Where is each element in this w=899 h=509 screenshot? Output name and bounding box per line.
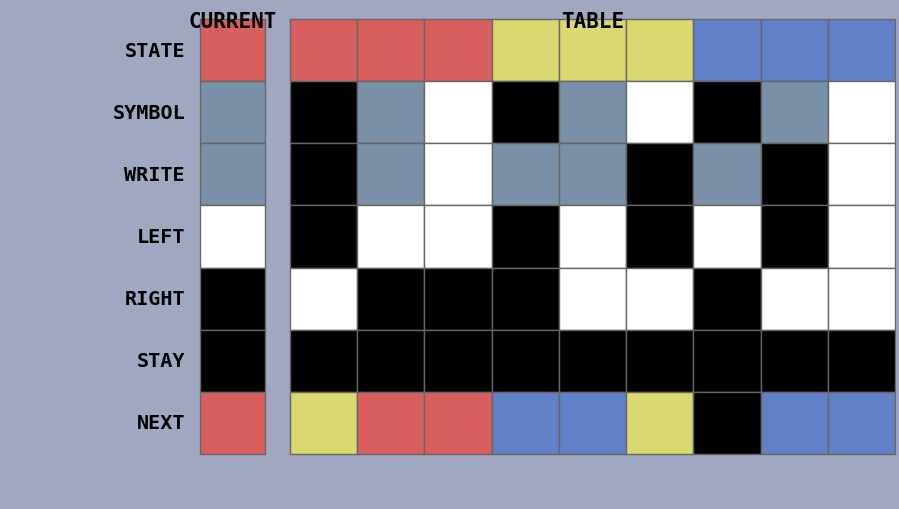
Bar — [828, 82, 895, 144]
Bar — [424, 144, 492, 206]
Bar — [626, 144, 693, 206]
Text: RIGHT: RIGHT — [124, 290, 185, 308]
Bar — [828, 144, 895, 206]
Bar — [492, 82, 559, 144]
Bar — [693, 392, 761, 454]
Bar — [200, 268, 265, 330]
Bar — [559, 82, 626, 144]
Bar — [626, 82, 693, 144]
Bar — [290, 268, 357, 330]
Bar — [492, 392, 559, 454]
Bar — [828, 268, 895, 330]
Bar — [559, 206, 626, 268]
Bar — [492, 268, 559, 330]
Bar — [693, 82, 761, 144]
Text: STAY: STAY — [137, 352, 185, 371]
Bar — [761, 268, 828, 330]
Bar — [761, 20, 828, 82]
Bar — [492, 20, 559, 82]
Bar — [761, 330, 828, 392]
Bar — [626, 392, 693, 454]
Bar — [290, 20, 357, 82]
Text: TABLE: TABLE — [561, 12, 624, 32]
Bar — [559, 268, 626, 330]
Bar — [626, 330, 693, 392]
Bar — [357, 330, 424, 392]
Bar — [761, 392, 828, 454]
Bar — [424, 206, 492, 268]
Bar — [424, 392, 492, 454]
Text: STATE: STATE — [124, 42, 185, 61]
Bar — [492, 144, 559, 206]
Bar — [559, 392, 626, 454]
Bar — [424, 268, 492, 330]
Bar — [492, 330, 559, 392]
Bar — [200, 82, 265, 144]
Bar — [828, 392, 895, 454]
Bar — [626, 20, 693, 82]
Bar — [200, 144, 265, 206]
Bar — [200, 206, 265, 268]
Bar — [693, 268, 761, 330]
Text: WRITE: WRITE — [124, 165, 185, 184]
Bar — [357, 20, 424, 82]
Bar — [761, 144, 828, 206]
Bar — [693, 330, 761, 392]
Bar — [357, 144, 424, 206]
Text: SYMBOL: SYMBOL — [112, 103, 185, 123]
Bar — [559, 144, 626, 206]
Bar — [357, 82, 424, 144]
Bar — [357, 392, 424, 454]
Bar — [828, 330, 895, 392]
Bar — [828, 20, 895, 82]
Bar — [200, 392, 265, 454]
Bar — [693, 144, 761, 206]
Bar — [626, 268, 693, 330]
Bar — [290, 330, 357, 392]
Bar — [626, 206, 693, 268]
Bar — [290, 82, 357, 144]
Bar — [424, 330, 492, 392]
Bar — [357, 206, 424, 268]
Bar — [761, 82, 828, 144]
Bar — [424, 20, 492, 82]
Bar — [357, 268, 424, 330]
Text: NEXT: NEXT — [137, 414, 185, 433]
Bar — [761, 206, 828, 268]
Bar — [559, 330, 626, 392]
Bar — [290, 392, 357, 454]
Bar — [424, 82, 492, 144]
Bar — [492, 206, 559, 268]
Text: LEFT: LEFT — [137, 228, 185, 246]
Bar — [200, 330, 265, 392]
Bar — [290, 206, 357, 268]
Bar — [693, 20, 761, 82]
Text: CURRENT: CURRENT — [188, 12, 277, 32]
Bar — [290, 144, 357, 206]
Bar — [828, 206, 895, 268]
Bar — [559, 20, 626, 82]
Bar — [693, 206, 761, 268]
Bar — [200, 20, 265, 82]
